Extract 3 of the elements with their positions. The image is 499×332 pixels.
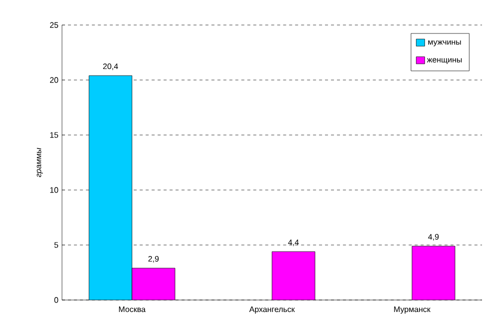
bar bbox=[412, 246, 456, 300]
bar bbox=[272, 252, 315, 300]
bar bbox=[132, 268, 175, 300]
